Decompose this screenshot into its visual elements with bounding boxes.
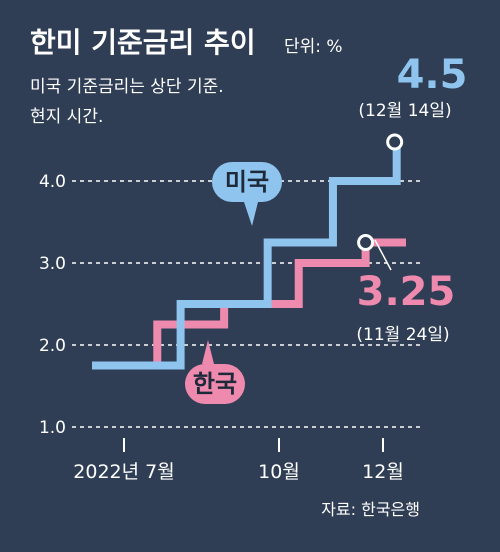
us-end-value: 4.5: [397, 52, 468, 98]
y-tick-label: 1.0: [39, 418, 66, 438]
x-tick-label: 10월: [258, 461, 300, 483]
y-tick-label: 2.0: [39, 336, 66, 356]
kr-bubble-shape: [185, 340, 245, 404]
chart-title: 한미 기준금리 추이: [30, 26, 256, 59]
y-tick-label: 3.0: [39, 254, 66, 274]
kr-end-date: (11월 24일): [356, 325, 449, 345]
us-legend-bubble: 미국: [212, 162, 282, 226]
y-tick-labels: 1.0 2.0 3.0 4.0: [39, 172, 66, 438]
us-end-marker: [386, 133, 404, 151]
y-tick-label: 4.0: [39, 172, 66, 192]
note-line-2: 현지 시간.: [30, 107, 103, 127]
us-bubble-label: 미국: [225, 168, 269, 196]
kr-leader-line: [374, 239, 392, 271]
source-label: 자료: 한국은행: [321, 500, 420, 519]
unit-label: 단위: %: [284, 37, 343, 57]
x-tick-label: 12월: [362, 461, 404, 483]
us-series-line: [92, 140, 401, 370]
kr-bubble-label: 한국: [193, 370, 237, 398]
note-line-1: 미국 기준금리는 상단 기준.: [30, 77, 224, 97]
series-layer: [92, 133, 406, 370]
x-tick-label: 2022년 7월: [73, 461, 174, 483]
x-tick-labels: 2022년 7월 10월 12월: [73, 438, 404, 483]
us-bubble-shape: [212, 162, 282, 226]
kr-end-value: 3.25: [357, 269, 456, 315]
kr-end-marker: [357, 234, 375, 251]
kr-legend-bubble: 한국: [185, 340, 245, 404]
us-end-date: (12월 14일): [358, 101, 451, 121]
